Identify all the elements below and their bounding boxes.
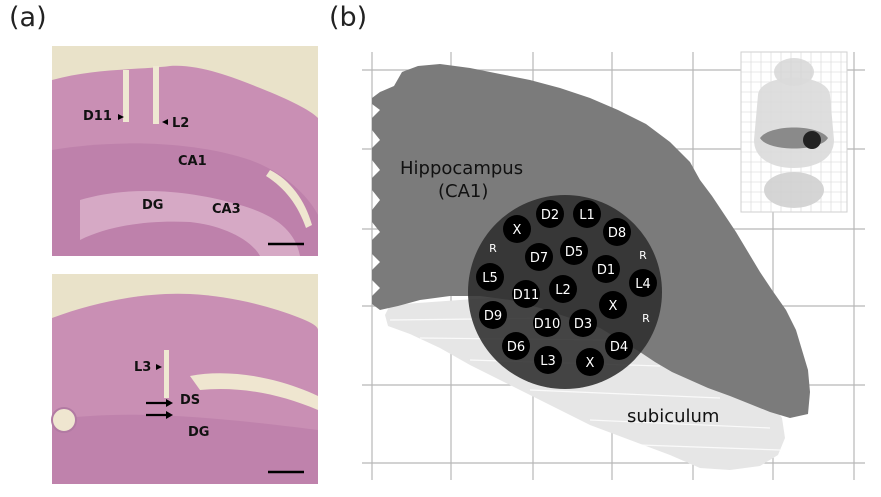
electrode-l3: L3 [534, 346, 562, 374]
reference-r-1: R [489, 242, 497, 255]
probe-track-l2 [153, 66, 159, 124]
electrode-l5: L5 [476, 263, 504, 291]
svg-text:D1: D1 [597, 263, 615, 278]
panel-a-label: (a) [9, 2, 47, 33]
svg-text:D8: D8 [608, 226, 626, 241]
electrode-d3: D3 [569, 309, 597, 337]
electrode-x-3: X [576, 348, 604, 376]
ventricle-bottom [190, 373, 318, 410]
histology-bottom: L3 DS DG [51, 274, 318, 484]
svg-text:D9: D9 [484, 309, 502, 324]
label-ds: DS [180, 393, 200, 408]
arrowhead-d11 [118, 114, 124, 120]
inset-brain [740, 51, 848, 213]
electrodes: X D2 L1 D8 R D7 D5 R D1 L5 L4 L2 D11 X D… [476, 200, 657, 376]
electrode-x-2: X [599, 291, 627, 319]
label-hippocampus: Hippocampus [400, 158, 523, 179]
electrode-d2: D2 [536, 200, 564, 228]
label-l3: L3 [134, 360, 151, 375]
ventral-region-bottom [52, 414, 318, 484]
svg-text:D3: D3 [574, 317, 592, 332]
label-dg-top: DG [142, 198, 163, 213]
svg-text:L1: L1 [579, 208, 595, 223]
probe-track-d11 [123, 70, 129, 122]
label-ca1: CA1 [178, 154, 207, 169]
svg-text:X: X [586, 356, 595, 371]
arrow-1-head [166, 399, 173, 407]
electrode-x-1: X [503, 215, 531, 243]
inset-cerebellum [764, 172, 824, 208]
electrode-d10: D10 [533, 309, 561, 337]
svg-text:D5: D5 [565, 245, 583, 260]
label-dg-bottom: DG [188, 425, 209, 440]
electrode-d4: D4 [605, 332, 633, 360]
vessel-section [51, 407, 77, 433]
electrode-d11: D11 [512, 280, 540, 308]
label-l2: L2 [172, 116, 189, 131]
reference-r-2: R [639, 249, 647, 262]
svg-text:X: X [609, 299, 618, 314]
electrode-l2: L2 [549, 275, 577, 303]
electrode-d6: D6 [502, 332, 530, 360]
ventricle-top [266, 170, 312, 228]
histology-top: D11 L2 CA1 DG CA3 [52, 46, 318, 256]
dentate-gyrus-band [80, 190, 300, 256]
electrode-l4: L4 [629, 269, 657, 297]
electrode-l1: L1 [573, 200, 601, 228]
label-ca3: CA3 [212, 202, 241, 217]
svg-text:L4: L4 [635, 277, 651, 292]
svg-text:D6: D6 [507, 340, 525, 355]
electrode-d1: D1 [592, 255, 620, 283]
svg-text:D7: D7 [530, 251, 548, 266]
label-subiculum: subiculum [627, 406, 719, 427]
inset-cerebrum [754, 77, 834, 168]
svg-text:D2: D2 [541, 208, 559, 223]
schematic-panel-b: Hippocampus (CA1) subiculum X D2 L1 D8 R… [362, 51, 865, 480]
svg-text:L3: L3 [540, 354, 556, 369]
electrode-d8: D8 [603, 218, 631, 246]
label-ca1-region: (CA1) [438, 181, 488, 202]
arrow-2-head [166, 411, 173, 419]
inset-array-marker [803, 131, 821, 149]
svg-text:D10: D10 [534, 317, 561, 332]
svg-text:D11: D11 [513, 288, 540, 303]
svg-text:L5: L5 [482, 271, 498, 286]
arrowhead-l2 [162, 119, 168, 125]
electrode-d5: D5 [560, 237, 588, 265]
electrode-d9: D9 [479, 301, 507, 329]
svg-text:L2: L2 [555, 283, 571, 298]
reference-r-3: R [642, 312, 650, 325]
label-d11: D11 [83, 109, 112, 124]
electrode-d7: D7 [525, 243, 553, 271]
svg-text:X: X [513, 223, 522, 238]
probe-track-l3 [164, 350, 169, 398]
panel-b-label: (b) [329, 2, 368, 33]
svg-text:D4: D4 [610, 340, 628, 355]
arrowhead-l3 [156, 364, 162, 370]
